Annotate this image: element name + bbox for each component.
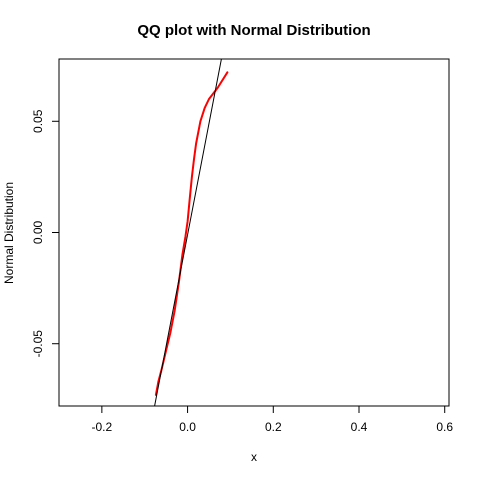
y-axis: -0.05 0.00 0.05	[31, 109, 60, 358]
y-tick-label: 0.05	[31, 109, 45, 133]
x-tick-label: -0.2	[92, 420, 113, 434]
chart-title: QQ plot with Normal Distribution	[137, 22, 370, 39]
y-tick-label: 0.00	[31, 220, 45, 244]
sample-quantile-line	[154, 71, 229, 396]
reference-line	[154, 59, 222, 406]
x-tick-label: 0.4	[351, 420, 368, 434]
x-tick-label: 0.2	[265, 420, 282, 434]
y-tick-label: -0.05	[31, 330, 45, 358]
plot-frame	[58, 58, 450, 407]
x-axis: -0.2 0.0 0.2 0.4 0.6	[92, 405, 453, 434]
x-axis-label: x	[251, 450, 257, 464]
x-tick-label: 0.6	[436, 420, 453, 434]
y-axis-label: Normal Distribution	[2, 182, 16, 284]
plot-area	[154, 59, 229, 406]
x-tick-label: 0.0	[179, 420, 196, 434]
